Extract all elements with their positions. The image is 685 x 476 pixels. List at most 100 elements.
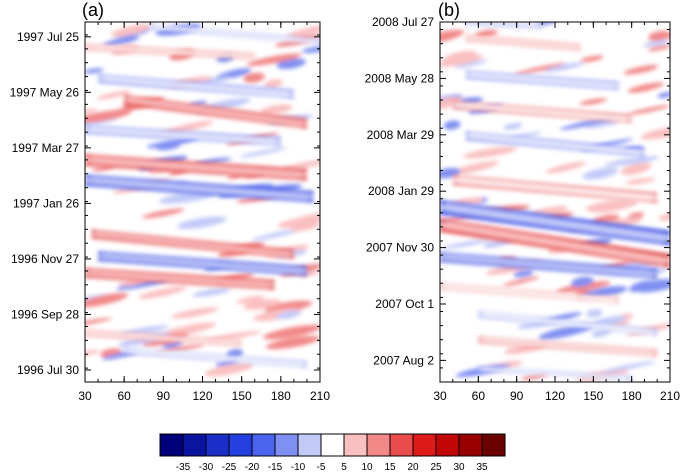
speckle [570,276,594,287]
x-tick-label: 180 [622,389,642,403]
speckle [514,62,566,75]
speckle [204,362,254,377]
speckle [648,30,670,41]
speckle [582,167,619,180]
speckle [624,177,656,185]
anomaly-band-a-8-level-4 [85,331,242,345]
speckle [155,141,181,151]
speckle [295,270,320,277]
speckle [586,308,603,318]
speckle [658,213,670,221]
speckle [206,76,232,84]
speckle [215,68,252,80]
colorbar-swatch [435,433,460,457]
y-tick-label: 1996 Jul 30 [17,363,79,377]
speckle [580,55,604,63]
x-tick-label: 30 [433,389,447,403]
y-tick-label: 2008 Mar 29 [367,128,435,142]
y-tick-label: 1996 Sep 28 [11,307,79,321]
speckle [85,109,132,123]
anomaly-band-b-5-level-4 [452,103,632,121]
speckle [579,98,608,106]
anomaly-band-a-0-level-4 [85,271,275,287]
x-tick-label: 210 [310,389,330,403]
speckle [647,45,670,52]
y-axis-b: 2008 Jul 27 2008 May 28 2008 Mar 29 2008 Ja… [365,15,670,383]
x-tick-label: 90 [157,389,171,403]
speckle [583,120,619,129]
speckle [591,328,612,338]
speckle [159,322,217,338]
anomaly-band-b-9-level-4 [478,313,658,334]
colorbar-label: -20 [245,462,260,473]
speckle [236,295,265,304]
colorbar-swatch [412,433,437,457]
y-tick-label: 2007 Nov 30 [366,241,434,255]
colorbar-swatch [343,433,368,457]
colorbar-swatch [458,433,483,457]
y-tick-label: 2008 Jan 29 [368,184,434,198]
speckle [585,199,630,211]
speckle [260,104,293,114]
anomaly-band-a-6-level-4 [124,98,307,126]
colorbar-label: -25 [222,462,237,473]
anomaly-band-a-11-level-4 [150,25,320,43]
speckle [138,286,187,299]
colorbar-swatch [389,433,414,457]
colorbar-label: 20 [407,462,419,473]
speckle [623,64,659,75]
speckle [192,287,231,297]
speckle [238,147,287,158]
speckle [636,280,653,289]
x-tick-label: 60 [117,389,131,403]
y-tick-label: 2007 Oct 1 [375,297,434,311]
speckle [110,24,152,37]
speckle [503,122,523,131]
colorbar-label: -30 [199,462,214,473]
speckle [462,146,517,159]
colorbar-label: -5 [317,462,326,473]
speckle [264,79,283,89]
speckle [628,105,670,115]
speckle [265,336,320,350]
colorbar-label: 15 [384,462,396,473]
y-tick-label: 1997 Jul 25 [17,30,79,44]
anomaly-band-a-7-level-4 [98,77,294,96]
speckle [620,162,652,175]
speckle [103,36,140,46]
speckle [290,221,320,232]
colorbar-label: 30 [453,462,465,473]
anomaly-band-b-10-level-4 [478,338,658,354]
x-axis-b: 30 60 90 120 150 180 210 [433,22,680,403]
colorbar-label: -10 [291,462,306,473]
colorbar-swatch [274,433,299,457]
anomaly-band-b-4-level-4 [465,134,645,155]
speckle [442,50,477,63]
speckle [263,324,320,340]
speckle [597,200,639,213]
y-tick-label: 1997 Jan 26 [13,196,79,210]
colorbar-swatch [205,433,230,457]
panel-b: (b) 30 60 90 120 150 180 210 2008 Jul 27 2008 M… [365,0,681,403]
speckle [538,324,594,340]
speckle [286,24,320,38]
x-axis-a: 30 60 90 120 150 180 210 [78,22,330,403]
anomaly-band-b-0-level-4 [440,255,658,276]
speckle [171,307,219,319]
speckle [545,161,587,174]
colorbar-swatch [481,433,506,457]
speckle [251,229,300,241]
speckle [440,29,465,44]
anomaly-band-b-1-level-4 [440,222,670,263]
colorbar: -35 -30 -25 -20 -15 -10 -5 5 10 15 20 25 30 35 [159,433,506,473]
anomaly-band-a-3-level-4 [85,178,314,199]
heatmap-field-b [440,22,670,381]
y-tick-label: 1996 Nov 27 [11,252,79,266]
y-tick-label: 1997 Mar 27 [12,141,80,155]
speckle [85,68,104,74]
speckle [96,90,131,100]
anomaly-band-b-11-level-4 [440,285,619,302]
speckle [243,299,281,310]
y-tick-label: 2008 Jul 27 [372,15,434,29]
